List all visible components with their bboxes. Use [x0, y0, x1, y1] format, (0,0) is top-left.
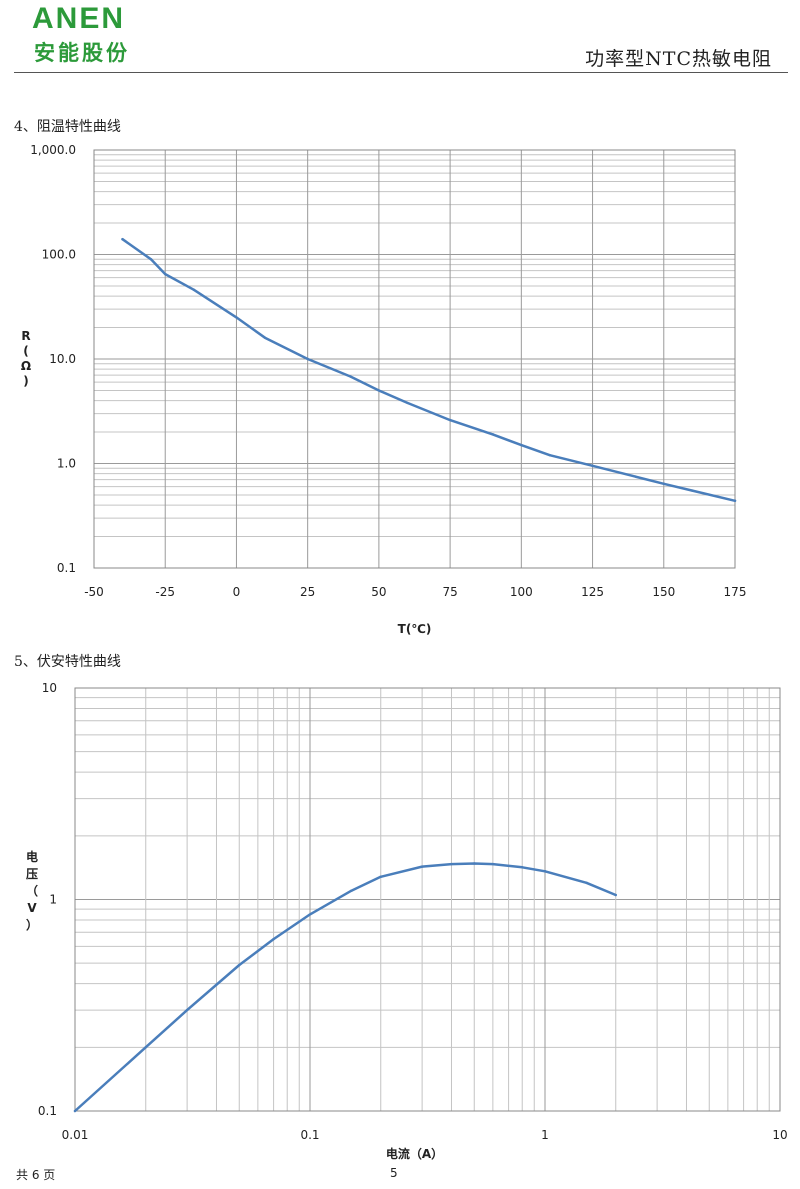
x-tick-label: 175: [724, 585, 747, 599]
data-point: [164, 272, 167, 276]
y-axis-label: 电压（ V）: [26, 849, 38, 932]
data-point: [235, 316, 238, 319]
x-tick-label: 10: [772, 1128, 787, 1142]
data-point: [448, 418, 452, 422]
x-tick-label: -50: [84, 585, 104, 599]
data-point: [491, 862, 495, 866]
data-points: [121, 238, 737, 502]
x-axis-label: T(℃): [398, 622, 432, 636]
data-point: [520, 443, 523, 447]
page-number: 5: [390, 1166, 398, 1180]
data-point: [543, 870, 547, 873]
x-tick-label: 1: [541, 1128, 549, 1142]
data-point: [149, 258, 153, 261]
x-tick-label: 25: [300, 585, 315, 599]
data-point: [308, 913, 312, 916]
data-point: [272, 937, 275, 941]
y-tick-label: 1,000.0: [30, 143, 76, 157]
data-point: [420, 865, 424, 868]
data-point: [450, 862, 453, 866]
y-axis-label: R(Ω): [21, 329, 31, 388]
y-tick-label: 10.0: [49, 352, 76, 366]
x-tick-label: 0.1: [300, 1128, 319, 1142]
resistance-temperature-chart: 0.1 1.0 10.0 100.0 1,000.0 -50 -25 0 25 50 75 100 12…: [21, 143, 747, 636]
company-logo-latin: ANEN: [32, 2, 126, 35]
data-point: [691, 489, 694, 492]
voltage-current-chart: 0.1 1 10 0.01 0.1 1 10 电流（A） 电压（ V）: [26, 681, 788, 1161]
x-tick-label: 0: [233, 585, 241, 599]
data-point: [379, 875, 382, 879]
data-point: [733, 499, 737, 502]
y-tick-label: 1: [49, 893, 57, 907]
x-tick-label: 125: [581, 585, 604, 599]
data-point: [144, 1046, 147, 1049]
data-points: [73, 862, 617, 1113]
y-tick-label: 100.0: [42, 248, 76, 262]
plot-frame: [74, 687, 781, 1112]
rt-section-title: 4、阻温特性曲线: [14, 119, 121, 135]
data-point: [263, 336, 267, 339]
data-point: [614, 893, 617, 897]
grid-lines: [74, 687, 781, 1112]
x-tick-label: 100: [510, 585, 533, 599]
data-point: [662, 482, 665, 485]
x-tick-label: 50: [371, 585, 386, 599]
data-point: [350, 889, 353, 892]
data-point: [306, 357, 309, 361]
x-tick-label: 75: [442, 585, 457, 599]
data-point: [238, 963, 241, 967]
series-line: [121, 237, 737, 503]
y-tick-label: 10: [42, 681, 57, 695]
document-title: 功率型NTC热敏电阻: [585, 48, 772, 70]
data-point: [121, 238, 124, 241]
data-point: [185, 1008, 189, 1012]
data-point: [192, 288, 195, 291]
header-divider: [14, 72, 788, 73]
data-point: [585, 881, 588, 884]
grid-lines: [93, 149, 736, 569]
iv-section-title: 5、伏安特性曲线: [14, 654, 121, 670]
y-tick-label: 0.1: [38, 1104, 57, 1118]
data-point: [73, 1109, 77, 1113]
x-tick-label: -25: [155, 585, 175, 599]
page-header: ANEN 安能股份 功率型NTC热敏电阻: [0, 0, 800, 75]
company-logo-chinese: 安能股份: [34, 41, 130, 65]
data-point: [349, 375, 352, 378]
series-line: [73, 862, 617, 1113]
data-point: [473, 862, 476, 865]
data-point: [377, 389, 381, 392]
y-tick-label: 1.0: [57, 457, 76, 471]
data-point: [634, 475, 637, 478]
total-pages-text: 共 6 页: [16, 1168, 56, 1182]
y-tick-label: 0.1: [57, 561, 76, 575]
data-point: [491, 433, 495, 436]
data-point: [406, 401, 409, 405]
x-tick-label: 150: [652, 585, 675, 599]
plot-frame: [93, 149, 736, 569]
data-point: [521, 866, 524, 869]
x-axis-label: 电流（A）: [386, 1146, 443, 1161]
x-tick-label: 0.01: [62, 1128, 89, 1142]
data-point: [591, 464, 594, 468]
data-point: [548, 454, 552, 457]
